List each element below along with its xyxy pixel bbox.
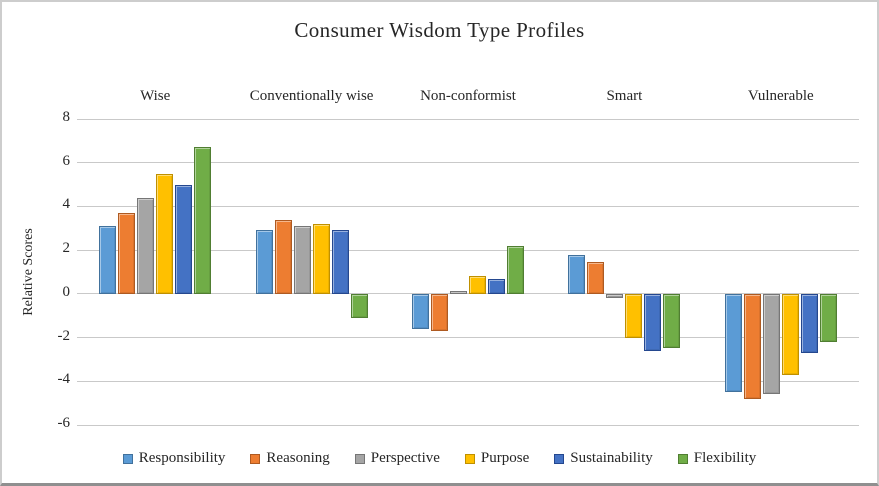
bar-reasoning-non-conformist xyxy=(430,293,448,331)
legend-swatch-reasoning xyxy=(250,453,261,464)
legend-label-flexibility: Flexibility xyxy=(693,450,757,466)
bar-sustainability-conventionally-wise xyxy=(331,230,349,294)
legend-item-sustainability: Sustainability xyxy=(554,450,653,467)
bar-group-vulnerable xyxy=(703,119,859,425)
legend-swatch-sustainability xyxy=(554,453,565,464)
bar-reasoning-wise xyxy=(118,212,136,294)
chart-title: Consumer Wisdom Type Profiles xyxy=(294,18,585,42)
legend-item-flexibility: Flexibility xyxy=(677,450,757,467)
bar-flexibility-smart xyxy=(663,293,681,349)
gridline-y-0 xyxy=(77,293,859,295)
bar-responsibility-smart xyxy=(568,254,586,294)
bar-perspective-vulnerable xyxy=(762,293,780,395)
bar-sustainability-non-conformist xyxy=(487,278,505,294)
legend: Responsibility Reasoning Perspective Purpos… xyxy=(2,450,877,467)
bar-group-smart xyxy=(546,119,702,425)
legend-label-reasoning: Reasoning xyxy=(266,450,330,466)
bar-responsibility-non-conformist xyxy=(411,293,429,329)
gridline-y--6 xyxy=(77,424,859,426)
y-axis-title: Relative Scores xyxy=(21,228,36,316)
bar-purpose-non-conformist xyxy=(468,276,486,294)
category-label-vulnerable: Vulnerable xyxy=(747,88,814,104)
bar-group-non-conformist xyxy=(390,119,546,425)
y-tick-label--4: -4 xyxy=(57,371,71,388)
y-tick-label-6: 6 xyxy=(62,152,71,169)
y-tick-label--2: -2 xyxy=(57,327,71,344)
bar-flexibility-non-conformist xyxy=(506,245,524,294)
y-tick-label-0: 0 xyxy=(62,283,71,300)
bar-responsibility-conventionally-wise xyxy=(255,230,273,294)
y-tick-label-2: 2 xyxy=(62,240,71,257)
gridline-y-8 xyxy=(77,118,859,120)
category-label-smart: Smart xyxy=(606,88,643,104)
bar-purpose-conventionally-wise xyxy=(312,223,330,294)
bar-sustainability-vulnerable xyxy=(800,293,818,353)
bar-perspective-non-conformist xyxy=(449,290,467,294)
legend-item-responsibility: Responsibility xyxy=(122,450,226,467)
y-tick-label-8: 8 xyxy=(62,109,71,125)
bar-reasoning-vulnerable xyxy=(743,293,761,399)
bar-group-wise xyxy=(77,119,233,425)
bar-flexibility-conventionally-wise xyxy=(350,293,368,318)
bar-purpose-smart xyxy=(625,293,643,338)
bar-sustainability-smart xyxy=(644,293,662,351)
legend-swatch-perspective xyxy=(354,453,365,464)
legend-label-perspective: Perspective xyxy=(370,450,440,466)
legend-item-purpose: Purpose xyxy=(464,450,530,467)
bar-group-conventionally-wise xyxy=(233,119,389,425)
gridline-y-2 xyxy=(77,249,859,251)
plot-area xyxy=(77,118,859,426)
y-tick-label--6: -6 xyxy=(57,415,71,431)
legend-label-sustainability: Sustainability xyxy=(570,450,653,466)
gridline-y-4 xyxy=(77,205,859,207)
bar-perspective-smart xyxy=(606,293,624,299)
category-label-wise: Wise xyxy=(140,88,171,104)
bar-perspective-conventionally-wise xyxy=(293,226,311,294)
bar-sustainability-wise xyxy=(175,184,193,294)
bar-responsibility-vulnerable xyxy=(724,293,742,393)
legend-swatch-purpose xyxy=(464,453,475,464)
bar-flexibility-wise xyxy=(194,147,212,294)
y-tick-label-4: 4 xyxy=(62,196,71,213)
gridline-y--2 xyxy=(77,337,859,339)
bar-perspective-wise xyxy=(137,197,155,294)
legend-swatch-responsibility xyxy=(122,453,133,464)
legend-item-perspective: Perspective xyxy=(354,450,440,467)
bar-reasoning-conventionally-wise xyxy=(274,219,292,294)
bar-responsibility-wise xyxy=(99,226,117,294)
bar-reasoning-smart xyxy=(587,262,605,294)
gridline-y--4 xyxy=(77,380,859,382)
legend-label-responsibility: Responsibility xyxy=(138,450,226,466)
legend-label-purpose: Purpose xyxy=(480,450,530,466)
legend-item-reasoning: Reasoning xyxy=(250,450,330,467)
bar-flexibility-vulnerable xyxy=(819,293,837,342)
category-label-conventionally-wise: Conventionally wise xyxy=(249,88,374,104)
legend-swatch-flexibility xyxy=(677,453,688,464)
gridline-y-6 xyxy=(77,162,859,164)
bar-purpose-wise xyxy=(156,173,174,294)
bar-purpose-vulnerable xyxy=(781,293,799,375)
category-label-non-conformist: Non-conformist xyxy=(420,88,516,104)
